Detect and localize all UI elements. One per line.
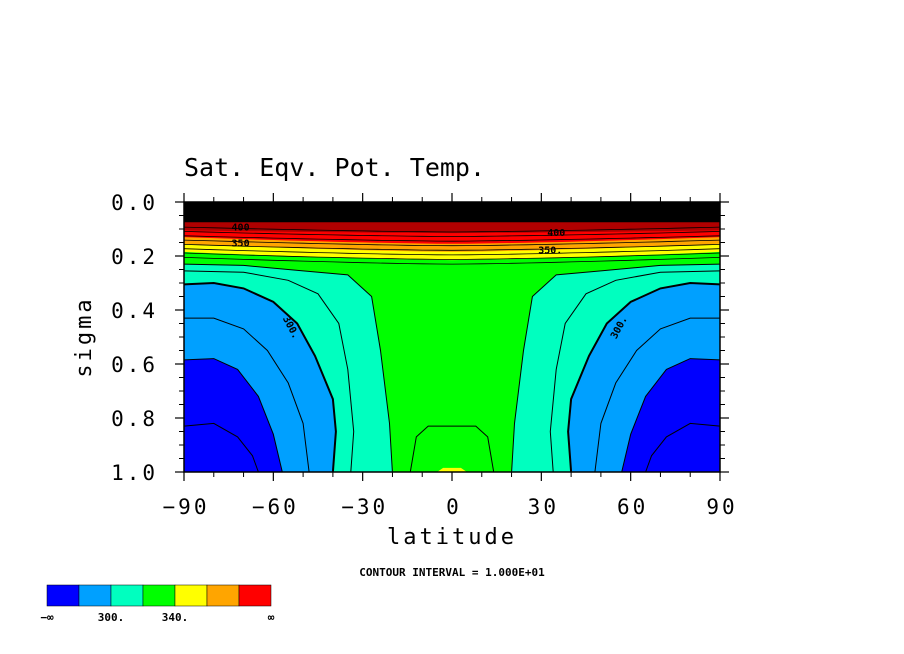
y-tick-label: 0.8 (111, 407, 158, 431)
contour-label: 350. (538, 245, 562, 256)
contour-upper-4 (184, 239, 720, 247)
contour-300-north (567, 281, 720, 472)
y-tick-label: 0.0 (111, 191, 158, 215)
contour-upper-7 (184, 226, 720, 233)
contour-290-south (184, 317, 310, 472)
contour-upper-1 (184, 252, 720, 260)
x-tick-label: 0 (446, 495, 462, 519)
x-tick-label: 90 (706, 495, 737, 519)
contour-upper-3 (184, 244, 720, 251)
band-yellow-surface (437, 467, 467, 472)
contour-label: 400 (232, 222, 250, 233)
contour-upper-0 (184, 257, 720, 265)
band-green-tongue (410, 426, 494, 472)
x-tick-label: 60 (617, 495, 648, 519)
contour-upper-6 (184, 231, 720, 238)
contour-upper-2 (184, 248, 720, 256)
contour-320-south (184, 263, 393, 472)
colorbar-swatch (238, 584, 272, 607)
y-tick-label: 0.6 (111, 353, 158, 377)
plot-area (184, 202, 720, 472)
contour-upper-5 (184, 235, 720, 242)
contour-label: 400 (547, 228, 565, 239)
colorbar-label: ∞ (268, 611, 275, 624)
colorbar-swatch (46, 584, 80, 607)
colorbar-swatch (206, 584, 240, 607)
y-axis-label: sigma (72, 296, 97, 377)
y-tick-label: 1.0 (111, 461, 158, 485)
band-blue-north (621, 358, 720, 472)
band-black-top (184, 202, 720, 223)
x-tick-label: −30 (341, 495, 388, 519)
colorbar-label: −∞ (40, 611, 54, 624)
contour-270-south (184, 422, 259, 472)
contour-320-north (511, 263, 720, 472)
colorbar-label: 300. (98, 611, 125, 624)
colorbar-swatch (78, 584, 112, 607)
contour-310-north (549, 270, 720, 472)
y-tick-label: 0.2 (111, 245, 158, 269)
colorbar-swatch (142, 584, 176, 607)
contour-280-north (621, 358, 720, 472)
chart-title: Sat. Eqv. Pot. Temp. (184, 153, 485, 182)
x-axis-label: latitude (387, 525, 517, 550)
colorbar-swatch (110, 584, 144, 607)
contour-300-south (184, 281, 337, 472)
contour-290-north (594, 317, 720, 472)
contour-270-north (645, 422, 720, 472)
contour-280-south (184, 358, 283, 472)
colorbar: −∞ 300. 340. ∞ (40, 584, 275, 624)
x-tick-label: 30 (528, 495, 559, 519)
y-tick-label: 0.4 (111, 299, 158, 323)
x-tick-label: −90 (163, 495, 210, 519)
band-blue-south (184, 358, 283, 472)
colorbar-label: 340. (162, 611, 189, 624)
x-tick-label: −60 (252, 495, 299, 519)
contour-label: 350 (232, 239, 250, 250)
colorbar-swatch (174, 584, 208, 607)
contour-interval-note: CONTOUR INTERVAL = 1.000E+01 (359, 566, 545, 579)
contour-340-tongue (409, 425, 495, 472)
contour-310-south (184, 270, 355, 472)
